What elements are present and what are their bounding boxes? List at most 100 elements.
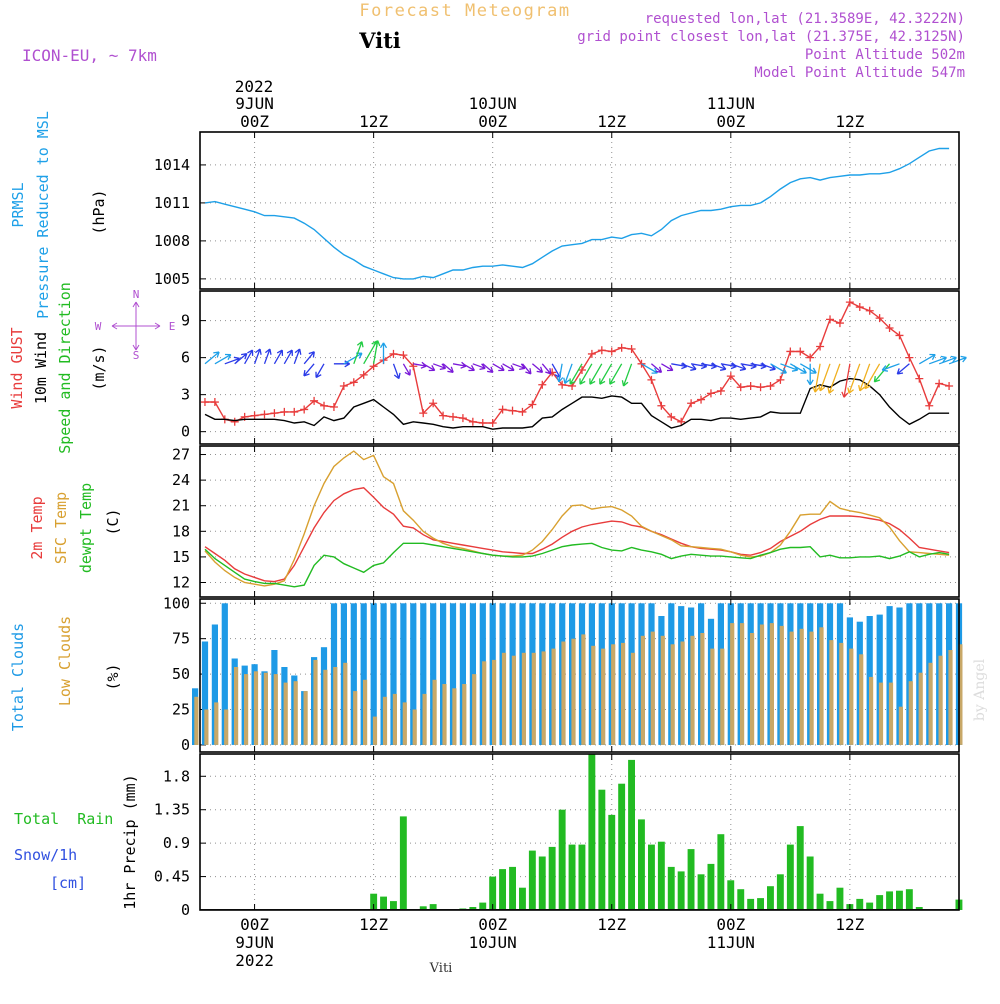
- gust-marker: [349, 378, 358, 387]
- clouds-ytick: 0: [181, 736, 190, 754]
- low-cloud-bar: [601, 648, 606, 745]
- low-cloud-bar: [740, 623, 745, 745]
- rain-bar: [380, 896, 387, 910]
- rain-bar: [578, 844, 586, 910]
- gust-marker: [786, 347, 795, 356]
- wind-arrow-icon: [392, 363, 401, 380]
- top-year: 2022: [235, 77, 274, 96]
- wind-arrow-icon: [858, 363, 871, 392]
- top-time-label: 00Z: [716, 112, 745, 131]
- wind-arrow-icon: [806, 363, 814, 386]
- wind-arrow-icon: [650, 363, 663, 373]
- wind-label-dir: Speed and Direction: [56, 282, 74, 454]
- rain-bar: [866, 902, 874, 910]
- gust-marker: [915, 374, 924, 383]
- low-cloud-bar: [720, 648, 725, 745]
- rain-bar: [399, 816, 407, 910]
- rain-bar: [509, 866, 516, 910]
- wind-arrow-icon: [948, 355, 967, 365]
- rain-bar: [538, 856, 546, 910]
- gust-marker: [736, 383, 745, 392]
- low-cloud-bar: [204, 709, 209, 745]
- snow-unit-label: [cm]: [50, 874, 86, 892]
- gust-marker: [518, 407, 527, 416]
- rain-bar: [806, 856, 814, 910]
- rain-bar: [816, 893, 824, 910]
- gust-marker: [538, 380, 547, 389]
- rain-bar: [767, 886, 774, 910]
- low-cloud-bar: [888, 682, 894, 745]
- wind-arrow-icon: [204, 351, 220, 365]
- low-cloud-bar: [690, 635, 695, 745]
- rain-bar: [915, 907, 923, 910]
- wind-arrow-icon: [661, 363, 674, 372]
- wind-labels: Wind GUST 10m Wind Speed and Direction (…: [8, 282, 108, 454]
- bottom-time-label: 12Z: [597, 915, 626, 934]
- precip-ytick: 0.45: [154, 868, 190, 886]
- rain-bar: [856, 898, 864, 910]
- gust-marker: [865, 306, 874, 315]
- compass-rose: N E S W: [95, 288, 176, 362]
- rain-bar: [905, 889, 913, 910]
- gust-marker: [766, 382, 775, 391]
- temperature-panel: [199, 445, 960, 598]
- total-cloud-bar: [410, 603, 417, 745]
- low-cloud-bar: [898, 706, 903, 745]
- rain-bar: [796, 826, 804, 910]
- low-cloud-bar: [789, 631, 794, 745]
- wind-arrow-icon: [873, 363, 890, 383]
- precip-ytick: 0: [181, 901, 190, 919]
- footer-location: Viti: [429, 961, 453, 976]
- wind-arrow-icon: [841, 363, 851, 398]
- gust-marker: [280, 407, 289, 416]
- rain-bar: [876, 895, 884, 910]
- low-cloud-bar: [492, 659, 497, 745]
- wind-arrow-icon: [770, 363, 787, 374]
- gust-marker: [409, 362, 418, 371]
- rain-bar: [826, 901, 834, 910]
- grid-point-coords: grid point closest lon,lat (21.375E, 42.…: [577, 29, 965, 45]
- gust-marker: [716, 386, 725, 395]
- bottom-day-label: 11JUN: [707, 933, 755, 952]
- watermark: by Angel: [972, 658, 988, 721]
- low-cloud-bar: [273, 674, 278, 745]
- low-cloud-bar: [908, 681, 913, 745]
- gust-marker: [260, 410, 269, 419]
- rain-bar: [479, 902, 487, 910]
- clouds-ytick: 50: [172, 665, 190, 683]
- rain-bar: [667, 866, 675, 910]
- low-cloud-bar: [700, 633, 705, 745]
- wind-arrow-icon: [303, 363, 315, 377]
- precip-ytick: 1.8: [163, 767, 190, 785]
- low-cloud-bar: [353, 691, 358, 745]
- low-cloud-bar: [313, 659, 318, 745]
- low-cloud-bar: [561, 641, 566, 745]
- total-cloud-bar: [380, 603, 387, 745]
- total-cloud-bar: [390, 603, 397, 745]
- gust-marker: [885, 324, 894, 333]
- wind-arrow-icon: [253, 348, 262, 365]
- low-cloud-bar: [730, 623, 735, 745]
- low-cloud-bar: [918, 672, 923, 745]
- wind-arrow-icon: [827, 363, 841, 394]
- gust-marker: [945, 382, 954, 391]
- wind-arrow-icon: [214, 353, 232, 365]
- low-cloud-bar: [779, 625, 784, 745]
- bottom-time-label: 12Z: [359, 915, 388, 934]
- wind-arrow-icon: [789, 363, 807, 374]
- gust-marker: [419, 409, 428, 418]
- rain-bar: [687, 849, 695, 910]
- low-cloud-bar: [799, 628, 804, 745]
- gust-marker: [577, 365, 586, 374]
- total-cloud-bar: [896, 607, 903, 745]
- rain-bar: [390, 901, 397, 910]
- wind-frame: [199, 290, 960, 445]
- low-cloud-bar: [253, 671, 259, 745]
- low-cloud-bar: [680, 641, 685, 745]
- low-cloud-bar: [948, 650, 953, 745]
- wind-arrow-icon: [413, 361, 427, 369]
- wind-arrow-icon: [462, 363, 475, 372]
- low-cloud-bar: [640, 635, 645, 745]
- low-cloud-bar: [462, 684, 467, 745]
- gust-marker: [458, 414, 467, 423]
